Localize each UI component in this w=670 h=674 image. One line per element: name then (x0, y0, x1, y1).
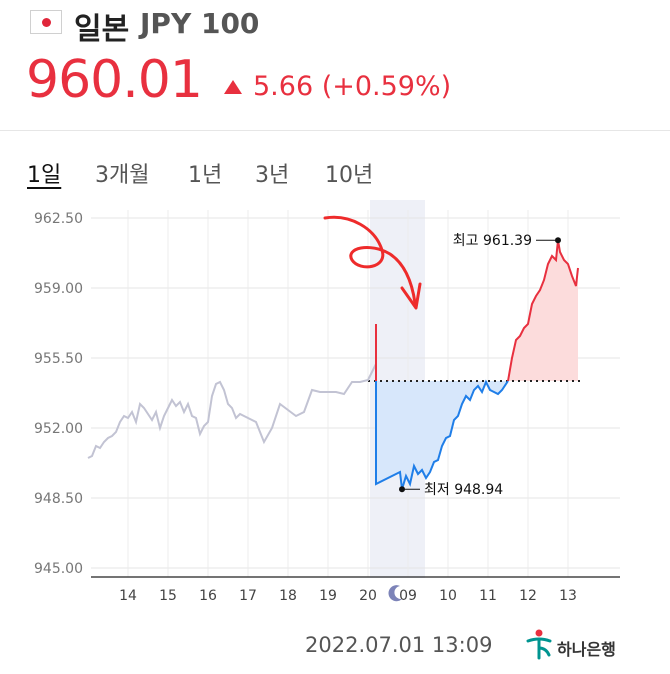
history-series-line (87, 363, 377, 459)
tab-1-year[interactable]: 1년 (188, 163, 223, 188)
japan-flag-icon (30, 10, 62, 34)
y-tick-label: 948.50 (34, 491, 83, 507)
currency-code: JPY 100 (140, 7, 260, 40)
up-series-line (507, 240, 579, 382)
y-tick-label: 955.50 (34, 351, 83, 367)
moon-icon (388, 585, 402, 602)
country-name: 일본 (74, 12, 130, 47)
x-tick-label: 11 (479, 588, 497, 604)
x-tick-label: 09 (399, 588, 417, 604)
x-tick-label: 10 (439, 588, 457, 604)
tab-1-day[interactable]: 1일 (27, 163, 62, 188)
tab-3-years[interactable]: 3년 (255, 163, 290, 188)
quote-header: 일본 JPY 100 960.01 5.66 (+0.59%) (0, 0, 670, 131)
tab-3-months[interactable]: 3개월 (95, 163, 150, 188)
tab-10-years[interactable]: 10년 (325, 163, 374, 188)
down-series-line (375, 379, 509, 490)
x-axis-labels: 14 15 16 17 18 19 20 09 10 11 12 13 (119, 585, 577, 604)
x-tick-label: 17 (239, 588, 257, 604)
timestamp: 2022.07.01 13:09 (305, 633, 493, 657)
max-label: 최고 961.39 (453, 233, 532, 249)
min-point (399, 486, 405, 493)
down-area-fill (376, 381, 508, 490)
current-price: 960.01 (26, 50, 203, 110)
up-triangle-icon (224, 80, 242, 94)
y-tick-label: 962.50 (34, 211, 83, 227)
min-label: 최저 948.94 (424, 482, 503, 498)
x-tick-label: 15 (159, 588, 177, 604)
x-tick-label: 18 (279, 588, 297, 604)
x-tick-label: 20 (359, 588, 377, 604)
y-axis-labels: 962.50 959.00 955.50 952.00 948.50 945.00 (34, 211, 83, 577)
bank-name: 하나은행 (557, 640, 616, 659)
x-tick-label: 13 (559, 588, 577, 604)
x-tick-label: 14 (119, 588, 137, 604)
x-tick-label: 16 (199, 588, 217, 604)
max-point (555, 237, 561, 244)
y-tick-label: 945.00 (34, 561, 83, 577)
up-area-fill (508, 240, 578, 381)
price-change: 5.66 (+0.59%) (253, 71, 452, 102)
y-tick-label: 952.00 (34, 421, 83, 437)
y-tick-label: 959.00 (34, 281, 83, 297)
hana-bank-logo-icon (526, 629, 552, 660)
x-tick-label: 12 (519, 588, 537, 604)
x-tick-label: 19 (319, 588, 337, 604)
red-arrow-annotation (323, 215, 422, 310)
